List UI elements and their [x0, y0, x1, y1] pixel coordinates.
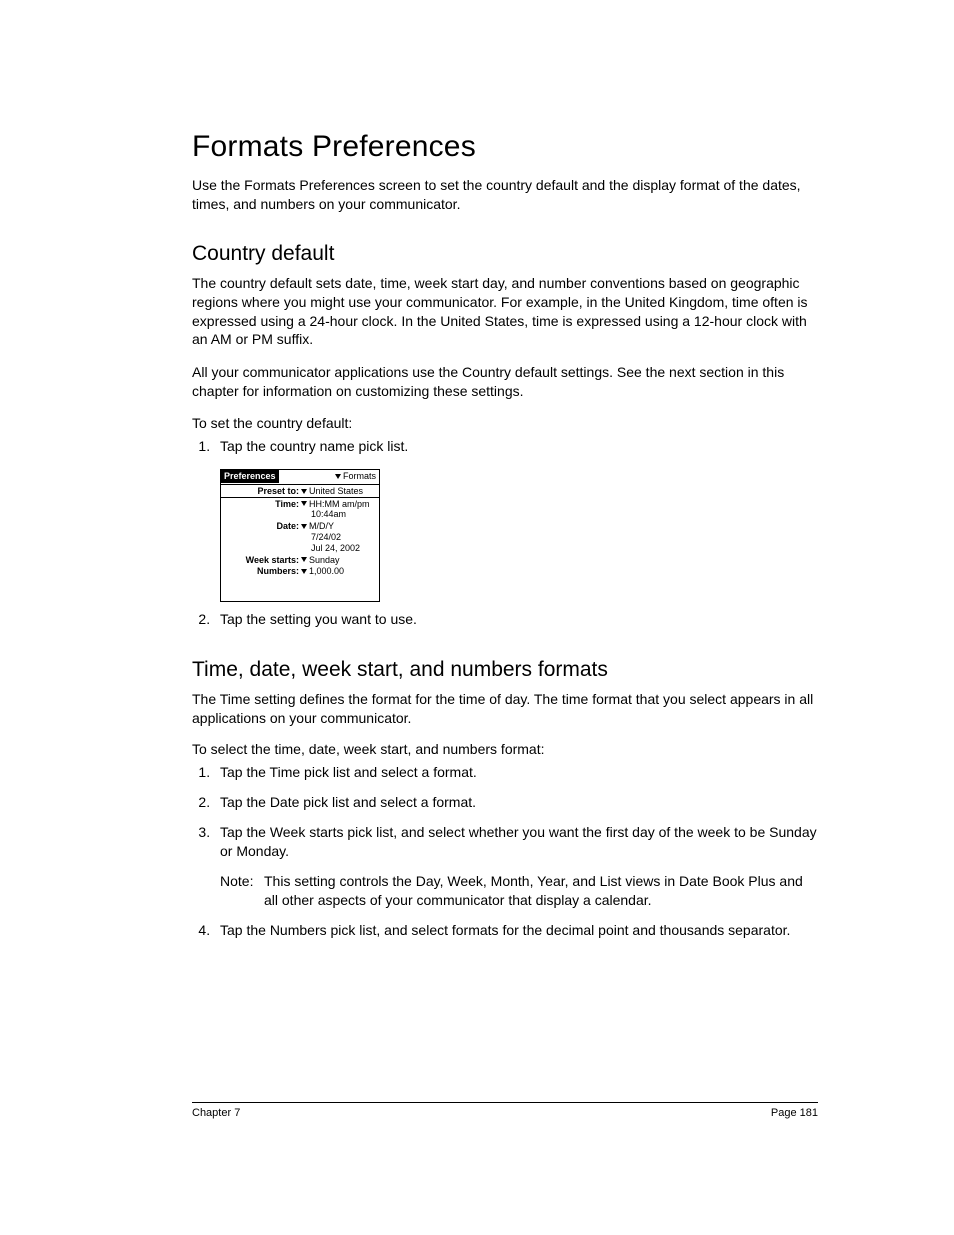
preferences-screenshot: Preferences Formats Preset to: United St… — [220, 469, 380, 602]
time-sample: 10:44am — [307, 509, 379, 520]
section-heading-formats: Time, date, week start, and numbers form… — [192, 658, 818, 682]
date-sample-2: Jul 24, 2002 — [307, 543, 379, 554]
formats-step-3: Tap the Week starts pick list, and selec… — [214, 823, 818, 911]
week-value: Sunday — [301, 555, 375, 566]
numbers-value: 1,000.00 — [301, 566, 375, 577]
formats-step-1: Tap the Time pick list and select a form… — [214, 763, 818, 783]
device-date-row: Date: M/D/Y — [221, 520, 379, 532]
time-value: HH:MM am/pm — [301, 499, 375, 510]
formats-step-4: Tap the Numbers pick list, and select fo… — [214, 921, 818, 941]
preset-value: United States — [301, 486, 375, 497]
note-row: Note: This setting controls the Day, Wee… — [220, 872, 818, 911]
document-page: Formats Preferences Use the Formats Pref… — [0, 0, 954, 1235]
formats-steps-list: Tap the Time pick list and select a form… — [192, 763, 818, 940]
footer-chapter: Chapter 7 — [192, 1107, 240, 1119]
date-sample-1: 7/24/02 — [307, 532, 379, 543]
time-label: Time: — [225, 499, 301, 510]
week-label: Week starts: — [225, 555, 301, 566]
country-step-1: Tap the country name pick list. — [214, 437, 818, 457]
formats-subheading: To select the time, date, week start, an… — [192, 741, 818, 757]
section-heading-country: Country default — [192, 242, 818, 266]
preset-label: Preset to: — [225, 486, 301, 497]
device-numbers-row: Numbers: 1,000.00 — [221, 565, 379, 577]
country-step-2: Tap the setting you want to use. — [214, 610, 818, 630]
device-week-row: Week starts: Sunday — [221, 554, 379, 566]
device-header: Preferences Formats — [221, 470, 379, 484]
date-value: M/D/Y — [301, 521, 375, 532]
dropdown-icon — [301, 489, 307, 494]
numbers-label: Numbers: — [225, 566, 301, 577]
dropdown-icon — [301, 524, 307, 529]
country-subheading: To set the country default: — [192, 415, 818, 431]
country-paragraph-2: All your communicator applications use t… — [192, 363, 818, 401]
dropdown-icon — [301, 569, 307, 574]
device-preset-row: Preset to: United States — [221, 485, 379, 497]
dropdown-icon — [301, 501, 307, 506]
footer-page: Page 181 — [771, 1107, 818, 1119]
dropdown-icon — [335, 474, 341, 479]
intro-text: Use the Formats Preferences screen to se… — [192, 176, 818, 214]
device-category-picker: Formats — [335, 471, 379, 482]
note-label: Note: — [220, 872, 264, 911]
formats-paragraph-1: The Time setting defines the format for … — [192, 690, 818, 728]
dropdown-icon — [301, 557, 307, 562]
country-steps-list: Tap the country name pick list. — [192, 437, 818, 457]
date-label: Date: — [225, 521, 301, 532]
country-paragraph-1: The country default sets date, time, wee… — [192, 274, 818, 350]
device-category-label: Formats — [343, 471, 376, 482]
country-steps-list-2: Tap the setting you want to use. — [192, 610, 818, 630]
device-title: Preferences — [221, 470, 279, 483]
formats-step-3-text: Tap the Week starts pick list, and selec… — [220, 824, 817, 860]
device-time-row: Time: HH:MM am/pm — [221, 498, 379, 510]
page-footer: Chapter 7 Page 181 — [192, 1102, 818, 1119]
formats-step-2: Tap the Date pick list and select a form… — [214, 793, 818, 813]
note-text: This setting controls the Day, Week, Mon… — [264, 872, 818, 911]
page-title: Formats Preferences — [192, 130, 818, 164]
